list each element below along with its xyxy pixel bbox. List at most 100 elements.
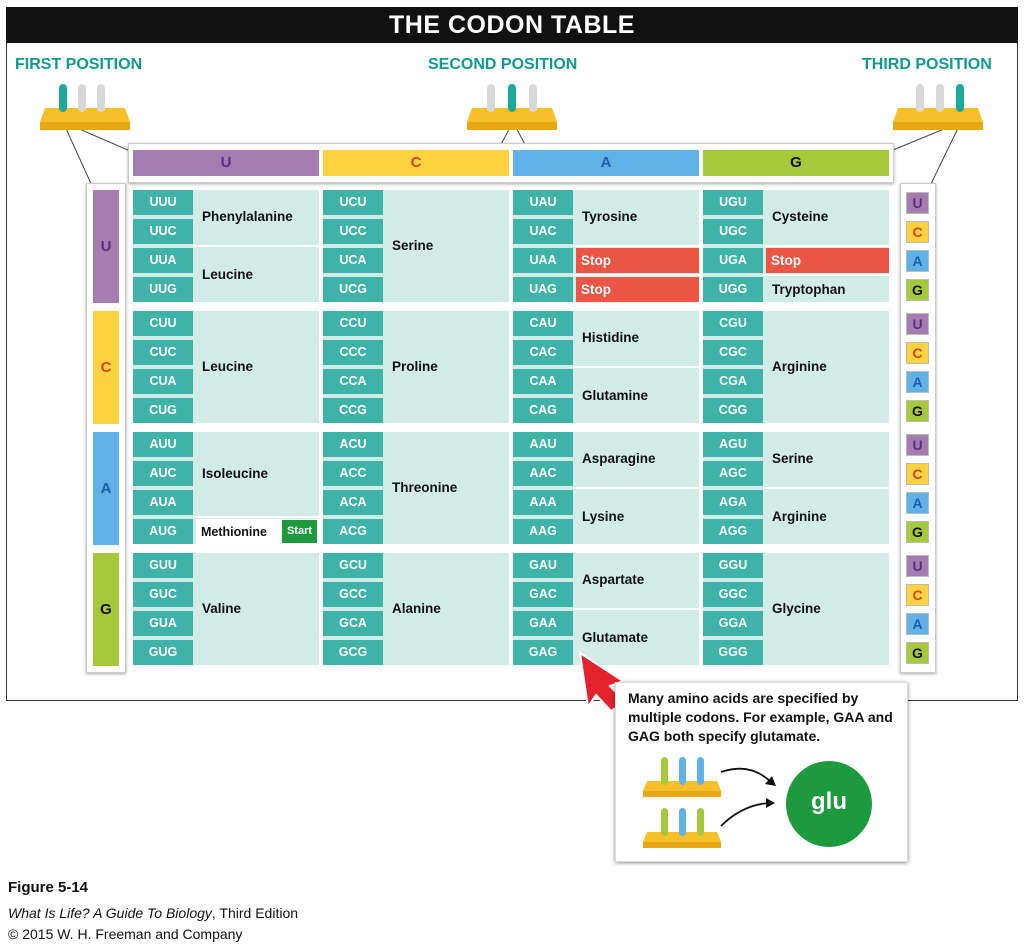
first-position-c: C <box>93 311 119 424</box>
codon-cell: AUA <box>133 490 193 515</box>
codon-cell: CCG <box>323 398 383 423</box>
third-position-a: A <box>906 250 929 272</box>
amino-acid-label: Proline <box>392 359 438 374</box>
codon-cell: CUG <box>133 398 193 423</box>
codon-cell: UUU <box>133 190 193 215</box>
third-position-codon-icon <box>893 84 983 130</box>
codon-cell: AGC <box>703 461 763 486</box>
amino-acid-label: Phenylalanine <box>202 209 293 224</box>
stop-label: Stop <box>766 248 889 273</box>
amino-acid-label: Cysteine <box>772 209 829 224</box>
codon-cell: CCA <box>323 369 383 394</box>
aa-separator <box>573 487 699 489</box>
amino-acid-label: Leucine <box>202 267 254 282</box>
third-position-u: U <box>906 555 929 577</box>
aa-separator <box>763 487 889 489</box>
first-position-label: FIRST POSITION <box>15 56 143 73</box>
codon-cell: ACC <box>323 461 383 486</box>
book-title: What Is Life? A Guide To Biology <box>8 905 212 921</box>
codon-cell: UGC <box>703 219 763 244</box>
amino-acid-label: Methionine <box>201 524 267 539</box>
codon-cell: UGG <box>703 277 763 302</box>
codon-cell: AGG <box>703 519 763 544</box>
second-position-a: A <box>513 150 699 176</box>
third-position-a: A <box>906 613 929 635</box>
codon-cell: UAA <box>513 248 573 273</box>
codon-cell: AAC <box>513 461 573 486</box>
aa-separator <box>763 274 889 276</box>
aa-separator <box>193 516 319 518</box>
codon-cell: GAA <box>513 611 573 636</box>
codon-cell: GUU <box>133 553 193 578</box>
amino-acid-label: Arginine <box>772 359 827 374</box>
book-edition: , Third Edition <box>211 905 299 921</box>
codon-cell: CUC <box>133 340 193 365</box>
codon-cell: UUG <box>133 277 193 302</box>
amino-acid-label: Leucine <box>202 359 254 374</box>
copyright: © 2015 W. H. Freeman and Company <box>8 926 243 942</box>
codon-cell: GCG <box>323 640 383 665</box>
codon-cell: CAC <box>513 340 573 365</box>
book-citation: What Is Life? A Guide To Biology, Third … <box>8 905 298 921</box>
start-badge: Start <box>282 520 317 543</box>
callout-box: Many amino acids are specified by multip… <box>615 682 908 862</box>
codon-cell: UAG <box>513 277 573 302</box>
codon-cell: AAU <box>513 432 573 457</box>
third-position-a: A <box>906 492 929 514</box>
amino-acid-label: Lysine <box>582 509 625 524</box>
codon-cell: GUC <box>133 582 193 607</box>
aa-separator <box>573 608 699 610</box>
codon-cell: AAA <box>513 490 573 515</box>
codon-cell: GCU <box>323 553 383 578</box>
aa-separator <box>763 245 889 247</box>
codon-cell: CAU <box>513 311 573 336</box>
codon-cell: GUA <box>133 611 193 636</box>
second-position-u: U <box>133 150 319 176</box>
amino-acid-label: Glutamate <box>582 630 649 645</box>
third-position-c: C <box>906 463 929 485</box>
codon-cell: UCG <box>323 277 383 302</box>
third-position-g: G <box>906 400 929 422</box>
amino-acid-label: Tryptophan <box>772 281 846 297</box>
codon-cell: ACG <box>323 519 383 544</box>
codon-cell: CCU <box>323 311 383 336</box>
third-position-c: C <box>906 342 929 364</box>
codon-cell: GGA <box>703 611 763 636</box>
third-position-label: THIRD POSITION <box>862 56 992 73</box>
codon-cell: GAU <box>513 553 573 578</box>
codon-cell: AUG <box>133 519 193 544</box>
codon-cell: CAG <box>513 398 573 423</box>
codon-cell: GAC <box>513 582 573 607</box>
aa-separator <box>573 366 699 368</box>
third-position-a: A <box>906 371 929 393</box>
codon-cell: UAC <box>513 219 573 244</box>
amino-acid-label: Serine <box>772 451 814 466</box>
codon-cell: UCU <box>323 190 383 215</box>
amino-acid-label: Asparagine <box>582 451 656 466</box>
third-position-c: C <box>906 221 929 243</box>
codon-cell: UUA <box>133 248 193 273</box>
amino-acid-label: Tyrosine <box>582 209 638 224</box>
third-position-u: U <box>906 192 929 214</box>
stop-label: Stop <box>576 277 699 302</box>
aa-separator <box>573 245 699 247</box>
amino-acid-label: Threonine <box>392 480 458 495</box>
codon-cell: GGC <box>703 582 763 607</box>
amino-acid-label: Valine <box>202 601 242 616</box>
codon-cell: UGA <box>703 248 763 273</box>
third-position-u: U <box>906 434 929 456</box>
glutamate-circle: glu <box>786 761 872 847</box>
codon-cell: GGG <box>703 640 763 665</box>
codon-cell: CUU <box>133 311 193 336</box>
codon-cell: CUA <box>133 369 193 394</box>
third-position-g: G <box>906 642 929 664</box>
codon-cell: CCC <box>323 340 383 365</box>
amino-acid-label: Glutamine <box>582 388 649 403</box>
stop-label: Stop <box>576 248 699 273</box>
amino-acid-label: Alanine <box>392 601 441 616</box>
codon-cell: GGU <box>703 553 763 578</box>
page-title: THE CODON TABLE <box>6 7 1018 43</box>
second-position-codon-icon <box>467 84 557 130</box>
codon-cell: CGA <box>703 369 763 394</box>
